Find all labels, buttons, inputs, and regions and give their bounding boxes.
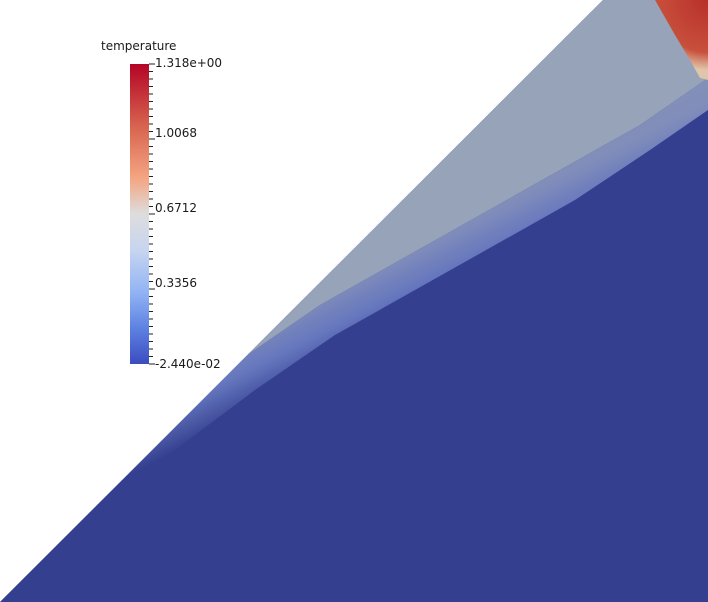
hot-region <box>655 0 708 80</box>
transition-zone <box>0 78 708 602</box>
